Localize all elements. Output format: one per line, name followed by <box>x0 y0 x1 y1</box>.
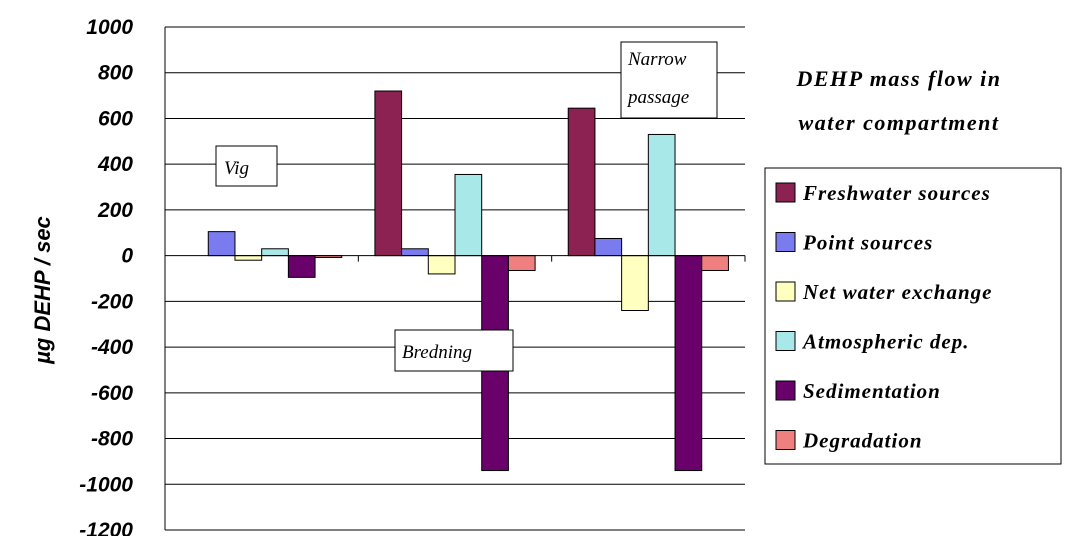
bar <box>427 255 456 275</box>
chart-title-line-2: water compartment <box>799 110 1000 135</box>
annotation-passage-text: passage <box>626 87 689 108</box>
bar <box>234 255 263 261</box>
annotation-bredning-text: Bredning <box>402 342 472 363</box>
y-tick-label: 800 <box>98 62 133 85</box>
legend-label: Point sources <box>802 231 933 255</box>
y-tick-label: 1000 <box>86 16 133 39</box>
bar <box>401 248 429 257</box>
annotation-bredning: Bredning <box>394 329 514 372</box>
bar <box>287 255 316 278</box>
legend-swatch <box>775 281 796 302</box>
y-tick-label: 400 <box>97 153 133 176</box>
y-tick-label: -400 <box>91 336 133 359</box>
legend-label: Atmospheric dep. <box>801 330 970 354</box>
bar <box>261 248 289 257</box>
legend-label: Sedimentation <box>803 379 941 403</box>
legend-label: Freshwater sources <box>802 181 991 205</box>
legend-label: Net water exchange <box>802 280 992 304</box>
y-tick-label: -1000 <box>79 473 133 496</box>
y-tick-label: 600 <box>98 107 133 130</box>
y-axis-label: µg DEHP / sec <box>30 216 55 365</box>
legend-label: Degradation <box>802 429 923 453</box>
y-axis-ticks: 1000 800 600 400 200 0 -200 -400 -600 -800 -1000 -1… <box>79 16 133 536</box>
annotation-vig: Vig <box>215 145 278 187</box>
legend-swatch <box>775 331 796 351</box>
y-tick-label: -800 <box>91 428 133 451</box>
annotation-vig-text: Vig <box>224 158 249 179</box>
y-tick-label: -200 <box>91 290 133 313</box>
bar <box>701 255 729 271</box>
chart-title-line-1: DEHP mass flow in <box>796 66 1002 91</box>
legend-swatch <box>775 232 796 252</box>
y-tick-label: 200 <box>97 199 133 222</box>
legend: Freshwater sources Point sources Net water… <box>764 167 1062 465</box>
annotation-narrow-passage: Narrow passage <box>620 41 718 119</box>
legend-swatch <box>775 430 796 450</box>
bar <box>674 255 703 472</box>
bar <box>454 173 483 257</box>
bars <box>207 90 729 472</box>
y-tick-label: -600 <box>91 382 133 405</box>
annotation-narrow-text: Narrow <box>627 49 687 70</box>
legend-swatch <box>775 380 796 401</box>
bar <box>594 237 623 257</box>
bar <box>207 231 236 257</box>
legend-box <box>764 167 1062 465</box>
bar <box>621 255 649 312</box>
bar <box>567 107 596 257</box>
bar <box>647 133 676 257</box>
bar <box>507 255 536 271</box>
bar <box>374 90 403 257</box>
legend-swatch <box>775 182 796 203</box>
y-tick-label: -1200 <box>79 519 133 536</box>
y-tick-label: 0 <box>121 245 133 268</box>
